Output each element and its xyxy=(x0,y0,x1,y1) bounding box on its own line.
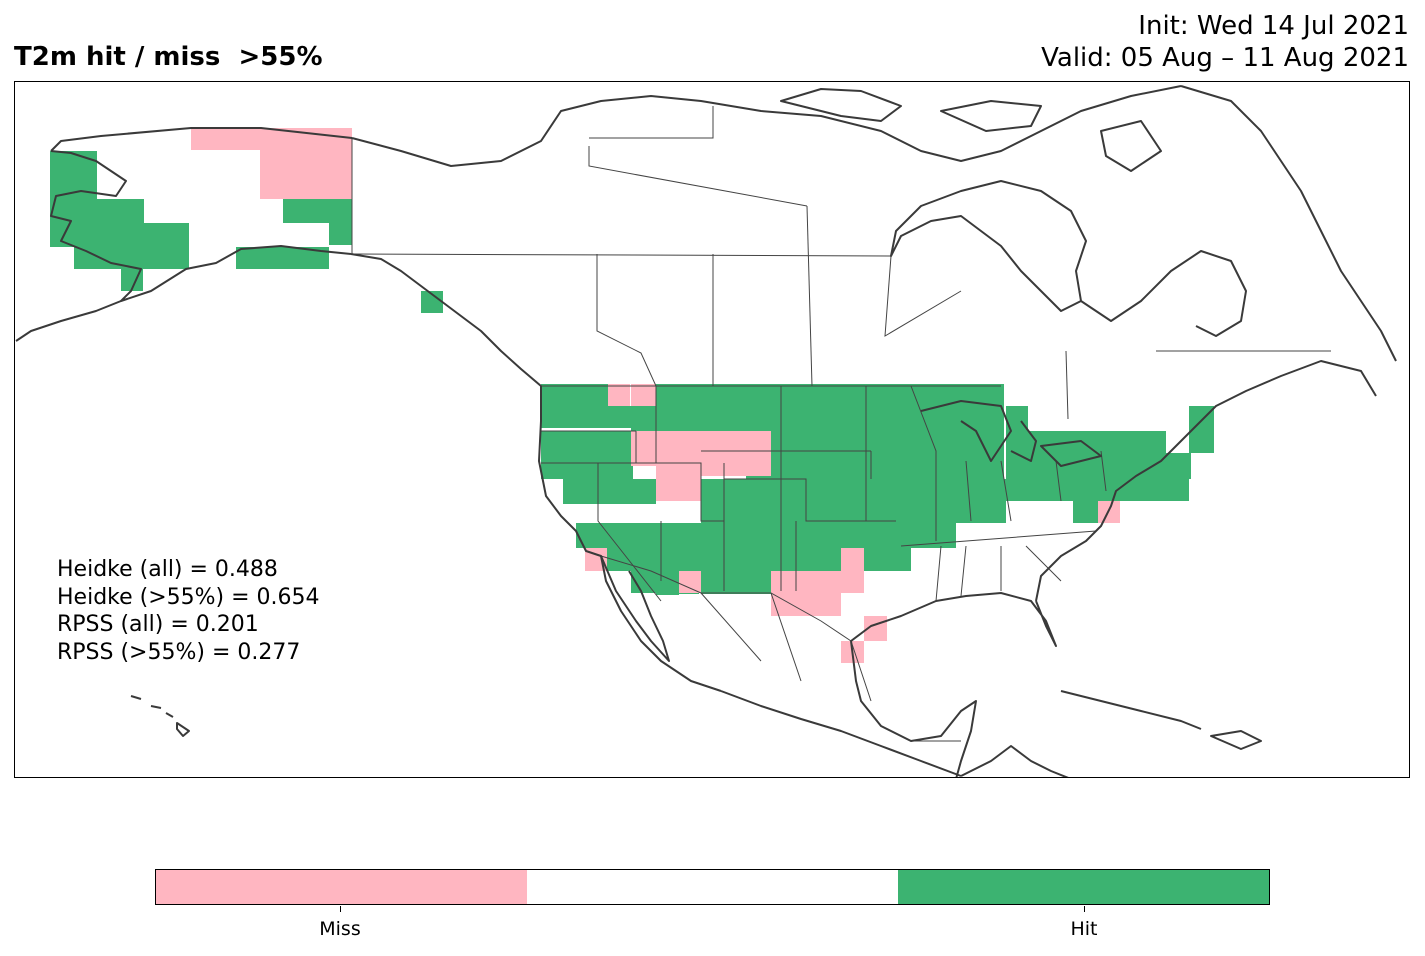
baja xyxy=(600,555,670,662)
valid-date: Valid: 05 Aug – 11 Aug 2021 xyxy=(1041,43,1409,73)
miss-cell xyxy=(771,571,841,616)
central-america xyxy=(960,745,1069,777)
mexico-border xyxy=(600,555,852,642)
colorbar-miss-segment xyxy=(156,870,527,904)
cuba xyxy=(1060,690,1202,730)
heidke-all: Heidke (all) = 0.488 xyxy=(57,557,278,582)
ungava xyxy=(1080,250,1247,337)
hit-cell xyxy=(283,199,352,223)
miss-cell xyxy=(260,150,352,199)
hawaii xyxy=(130,695,190,737)
hit-cell xyxy=(50,223,189,247)
state-lines-east xyxy=(900,385,1107,602)
colorbar xyxy=(155,869,1270,905)
forecast-cells xyxy=(50,128,1214,663)
arctic-islands xyxy=(780,88,1162,172)
init-date: Init: Wed 14 Jul 2021 xyxy=(1138,11,1409,41)
mexico-pacific xyxy=(720,690,962,777)
aleutians xyxy=(15,300,122,342)
miss-cell xyxy=(608,384,630,406)
mexico-states xyxy=(700,592,961,742)
on-qc-line xyxy=(1065,350,1069,420)
colorbar-label-hit: Hit xyxy=(1070,918,1098,940)
hit-cell xyxy=(1006,406,1028,433)
skill-scores: Heidke (all) = 0.488 Heidke (>55%) = 0.6… xyxy=(57,556,320,666)
colorbar-tick-hit xyxy=(1084,906,1085,912)
miss-cell xyxy=(679,571,701,593)
province-line-mb-on xyxy=(884,255,962,337)
hit-cell xyxy=(701,406,1004,433)
map-frame xyxy=(14,81,1410,778)
hit-cell xyxy=(701,501,1006,523)
state-lines-central xyxy=(701,386,896,591)
hit-cell xyxy=(1006,431,1073,471)
miss-cell xyxy=(585,548,607,571)
alaska-coast xyxy=(50,150,352,302)
colorbar-hit-segment xyxy=(898,870,1269,904)
rpss-55: RPSS (>55%) = 0.277 xyxy=(57,639,301,665)
miss-cell xyxy=(631,384,656,406)
hit-cell xyxy=(563,479,656,504)
hit-cell xyxy=(771,431,1004,479)
hit-cell xyxy=(74,247,189,269)
colorbar-neutral-segment xyxy=(527,870,898,904)
hit-cell xyxy=(541,384,608,406)
hit-cell xyxy=(656,479,1006,501)
arctic-coast xyxy=(351,85,1182,167)
colorbar-tick-miss xyxy=(340,906,341,912)
province-line-bc-ab xyxy=(596,254,657,387)
mexico-gulf xyxy=(850,640,977,777)
coastlines xyxy=(15,85,1397,777)
us-west-coast xyxy=(538,386,722,692)
bc-coast xyxy=(350,253,542,387)
great-lakes xyxy=(920,400,1102,467)
hit-cell xyxy=(541,406,631,428)
hit-cell xyxy=(606,546,911,571)
rpss-all: RPSS (all) = 0.201 xyxy=(57,612,259,637)
hit-cell xyxy=(541,431,633,479)
hit-cell xyxy=(656,591,679,595)
state-lines-west xyxy=(541,386,725,602)
map-canvas xyxy=(15,85,1397,777)
hit-cell xyxy=(329,223,352,245)
heidke-55: Heidke (>55%) = 0.654 xyxy=(57,584,320,610)
hit-cell xyxy=(576,523,956,548)
date-info: Init: Wed 14 Jul 2021 Valid: 05 Aug – 11… xyxy=(1041,10,1409,74)
hit-cell xyxy=(701,581,771,594)
hit-cell xyxy=(1073,501,1098,523)
miss-cell xyxy=(191,128,352,150)
territory-line xyxy=(588,146,808,207)
chart-title: T2m hit / miss >55% xyxy=(14,42,323,72)
hudson-bay xyxy=(890,180,1087,312)
miss-cell xyxy=(656,466,701,501)
province-line-sk-mb xyxy=(806,205,813,387)
miss-cell xyxy=(841,548,864,593)
labrador-coast xyxy=(1180,85,1397,362)
colorbar-label-miss: Miss xyxy=(319,918,361,940)
gulf-coast xyxy=(850,592,1057,647)
hit-cell xyxy=(421,291,443,313)
hit-cell xyxy=(631,406,701,433)
territory-line-2 xyxy=(589,106,714,139)
hit-cell xyxy=(236,247,329,269)
miss-cell xyxy=(701,431,771,476)
east-coast xyxy=(1035,360,1377,602)
hit-cell xyxy=(1166,453,1191,479)
political-borders xyxy=(351,106,1331,742)
miss-cell xyxy=(631,431,701,466)
province-line-north xyxy=(351,253,892,257)
hit-cell xyxy=(1073,431,1166,471)
hit-cell xyxy=(1006,471,1189,501)
hispaniola xyxy=(1210,730,1262,750)
alaska-north xyxy=(50,127,353,152)
